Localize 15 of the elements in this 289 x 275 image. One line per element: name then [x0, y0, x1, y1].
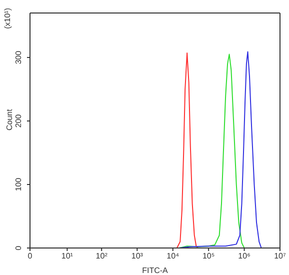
- y-tick-label: 300: [14, 50, 23, 64]
- x-tick-label: 10⁷: [274, 252, 286, 261]
- y-tick-label: 200: [14, 114, 23, 128]
- x-axis-title: FITC-A: [142, 266, 169, 275]
- x-tick-label: 10⁶: [238, 252, 250, 261]
- x-tick-label: 10²: [96, 252, 108, 261]
- x-tick-label: 10⁵: [202, 252, 215, 261]
- y-tick-label: 0: [14, 245, 23, 250]
- axis-multiplier: (x10¹): [3, 8, 12, 29]
- y-axis-title: Count: [4, 108, 14, 130]
- x-tick-label: 10³: [131, 252, 144, 261]
- x-tick-label: 10⁴: [166, 252, 180, 261]
- x-tick-label: 10¹: [61, 252, 74, 261]
- x-tick-label: 0: [28, 252, 33, 261]
- y-tick-label: 100: [14, 177, 23, 192]
